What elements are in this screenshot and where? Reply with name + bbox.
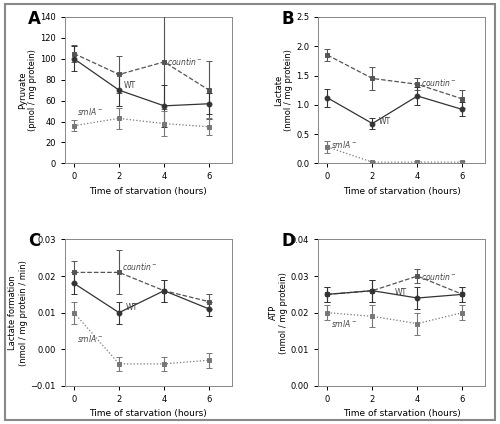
Text: WT: WT [379,117,392,126]
X-axis label: Time of starvation (hours): Time of starvation (hours) [90,187,207,196]
X-axis label: Time of starvation (hours): Time of starvation (hours) [343,187,460,196]
Text: C: C [28,232,40,250]
Text: $smlA^-$: $smlA^-$ [330,139,357,150]
Text: B: B [282,10,294,28]
Text: D: D [282,232,296,250]
Y-axis label: Lactate
(nmol / mg protein): Lactate (nmol / mg protein) [274,49,293,131]
Y-axis label: Lactate formation
(nmol / mg protein / min): Lactate formation (nmol / mg protein / m… [8,260,28,365]
Text: $smlA^-$: $smlA^-$ [78,333,104,344]
X-axis label: Time of starvation (hours): Time of starvation (hours) [343,410,460,418]
Text: $smlA^-$: $smlA^-$ [330,318,357,329]
Text: A: A [28,10,41,28]
Text: WT: WT [124,81,136,90]
Y-axis label: ATP
(nmol / mg protein): ATP (nmol / mg protein) [268,272,288,354]
X-axis label: Time of starvation (hours): Time of starvation (hours) [90,410,207,418]
Y-axis label: Pyruvate
(pmol / mg protein): Pyruvate (pmol / mg protein) [18,49,38,131]
Text: $countin^-$: $countin^-$ [122,262,158,272]
Text: WT: WT [395,288,407,297]
Text: $countin^-$: $countin^-$ [421,271,456,282]
Text: $countin^-$: $countin^-$ [168,56,203,67]
Text: $smlA^-$: $smlA^-$ [78,106,104,117]
Text: $countin^-$: $countin^-$ [421,77,456,88]
Text: WT: WT [126,303,138,312]
